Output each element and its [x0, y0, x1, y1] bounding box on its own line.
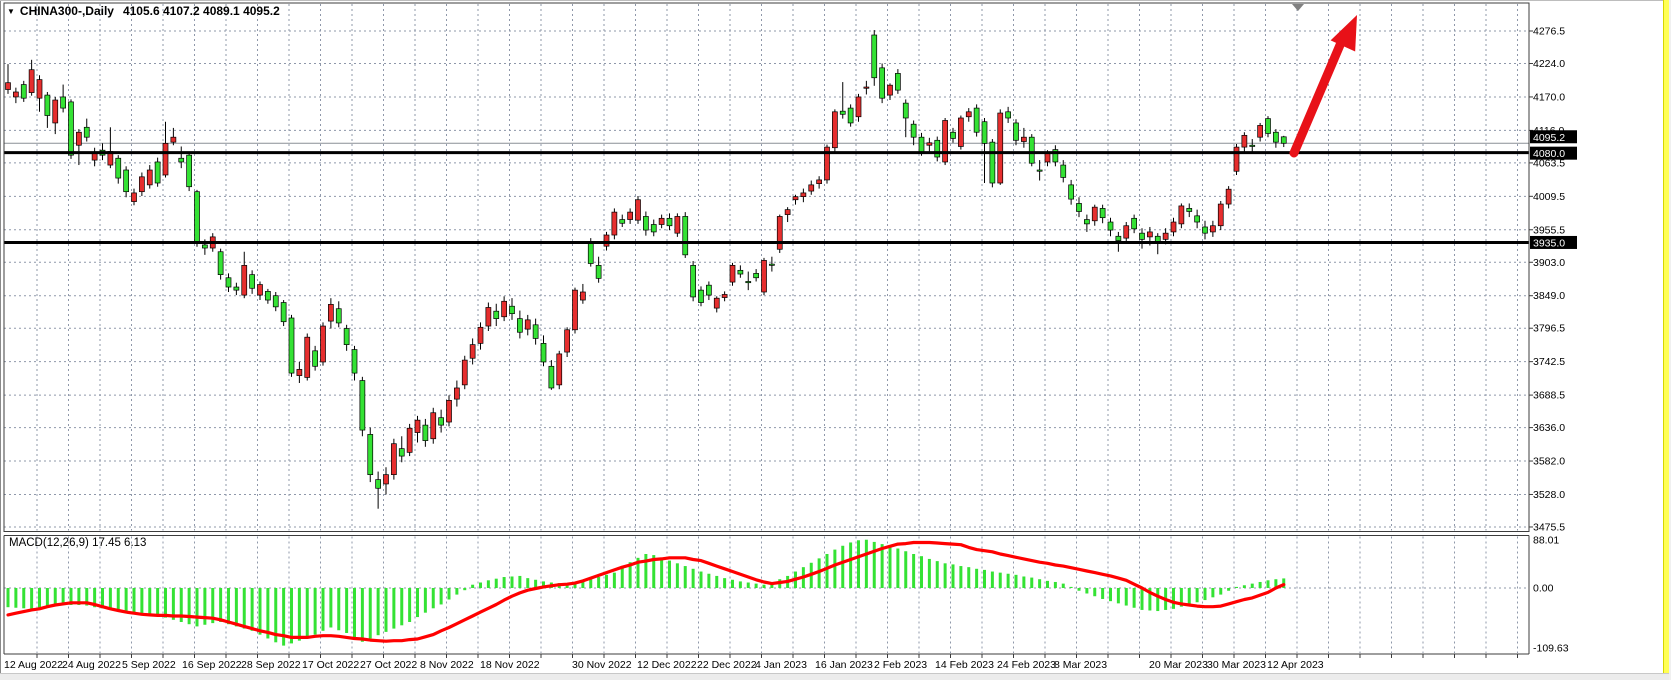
- svg-text:3955.5: 3955.5: [1533, 224, 1565, 236]
- svg-text:4170.0: 4170.0: [1533, 91, 1565, 103]
- time-axis[interactable]: 12 Aug 2022 24 Aug 2022 5 Sep 2022 16 Sep 2…: [4, 654, 1518, 671]
- svg-text:4 Jan 2023: 4 Jan 2023: [755, 659, 807, 671]
- svg-text:16 Sep 2022: 16 Sep 2022: [182, 659, 242, 671]
- svg-text:5 Sep 2022: 5 Sep 2022: [122, 659, 176, 671]
- price-marker-4095.2: 4095.2: [1530, 130, 1577, 144]
- svg-text:14 Feb 2023: 14 Feb 2023: [935, 659, 994, 671]
- svg-text:8 Mar 2023: 8 Mar 2023: [1054, 659, 1107, 671]
- chart-symbol-timeframe: CHINA300-,Daily: [19, 4, 114, 18]
- svg-text:4080.0: 4080.0: [1533, 148, 1565, 160]
- chart-title: ▼ CHINA300-,Daily 4105.6 4107.2 4089.1 409…: [7, 4, 280, 18]
- svg-text:3475.5: 3475.5: [1533, 521, 1565, 533]
- window-bottom-band: [0, 673, 1671, 680]
- macd-indicator-label: MACD(12,26,9) 17.45 6.13: [9, 537, 147, 549]
- svg-text:88.01: 88.01: [1533, 535, 1559, 547]
- svg-text:18 Nov 2022: 18 Nov 2022: [480, 659, 540, 671]
- chart-shift-marker[interactable]: [1292, 4, 1304, 11]
- svg-text:3742.5: 3742.5: [1533, 356, 1565, 368]
- svg-text:12 Dec 2022: 12 Dec 2022: [637, 659, 697, 671]
- svg-text:16 Jan 2023: 16 Jan 2023: [815, 659, 873, 671]
- svg-text:24 Feb 2023: 24 Feb 2023: [997, 659, 1056, 671]
- price-marker-4080.0: 4080.0: [1530, 146, 1577, 160]
- macd-axis[interactable]: 88.01 0.00 -109.63: [1533, 535, 1569, 655]
- svg-text:4009.5: 4009.5: [1533, 191, 1565, 203]
- svg-text:12 Apr 2023: 12 Apr 2023: [1267, 659, 1324, 671]
- svg-text:4224.0: 4224.0: [1533, 58, 1565, 70]
- svg-text:12 Aug 2022: 12 Aug 2022: [4, 659, 63, 671]
- svg-text:4095.2: 4095.2: [1533, 132, 1565, 144]
- svg-text:3636.0: 3636.0: [1533, 422, 1565, 434]
- svg-text:3582.0: 3582.0: [1533, 456, 1565, 468]
- price-marker-3935.0: 3935.0: [1530, 235, 1577, 249]
- symbol-dropdown-icon[interactable]: ▼: [7, 7, 15, 16]
- svg-text:2 Feb 2023: 2 Feb 2023: [874, 659, 927, 671]
- svg-text:24 Aug 2022: 24 Aug 2022: [62, 659, 121, 671]
- candles-layer: [5, 30, 1287, 509]
- svg-text:8 Nov 2022: 8 Nov 2022: [420, 659, 474, 671]
- svg-text:4276.5: 4276.5: [1533, 26, 1565, 38]
- svg-text:27 Oct 2022: 27 Oct 2022: [360, 659, 417, 671]
- svg-text:30 Mar 2023: 30 Mar 2023: [1207, 659, 1266, 671]
- svg-text:-109.63: -109.63: [1533, 643, 1569, 655]
- svg-text:3528.0: 3528.0: [1533, 489, 1565, 501]
- svg-text:4063.5: 4063.5: [1533, 157, 1565, 169]
- svg-text:20 Mar 2023: 20 Mar 2023: [1149, 659, 1208, 671]
- window-right-band: [1669, 0, 1671, 680]
- svg-text:3935.0: 3935.0: [1533, 237, 1565, 249]
- svg-text:28 Sep 2022: 28 Sep 2022: [241, 659, 301, 671]
- svg-text:3688.5: 3688.5: [1533, 390, 1565, 402]
- svg-text:3903.0: 3903.0: [1533, 257, 1565, 269]
- svg-text:17 Oct 2022: 17 Oct 2022: [302, 659, 359, 671]
- macd-signal-line: [6, 540, 1286, 643]
- svg-text:30 Nov 2022: 30 Nov 2022: [572, 659, 632, 671]
- chart-ohlc-values: 4105.6 4107.2 4089.1 4095.2: [122, 4, 280, 18]
- svg-text:0.00: 0.00: [1533, 583, 1554, 595]
- trend-up-arrow[interactable]: [1289, 15, 1357, 158]
- svg-text:3849.0: 3849.0: [1533, 290, 1565, 302]
- svg-text:22 Dec 2022: 22 Dec 2022: [697, 659, 757, 671]
- price-axis[interactable]: 4276.54224.04170.04116.04063.54009.53955…: [1529, 26, 1565, 534]
- svg-text:3796.5: 3796.5: [1533, 323, 1565, 335]
